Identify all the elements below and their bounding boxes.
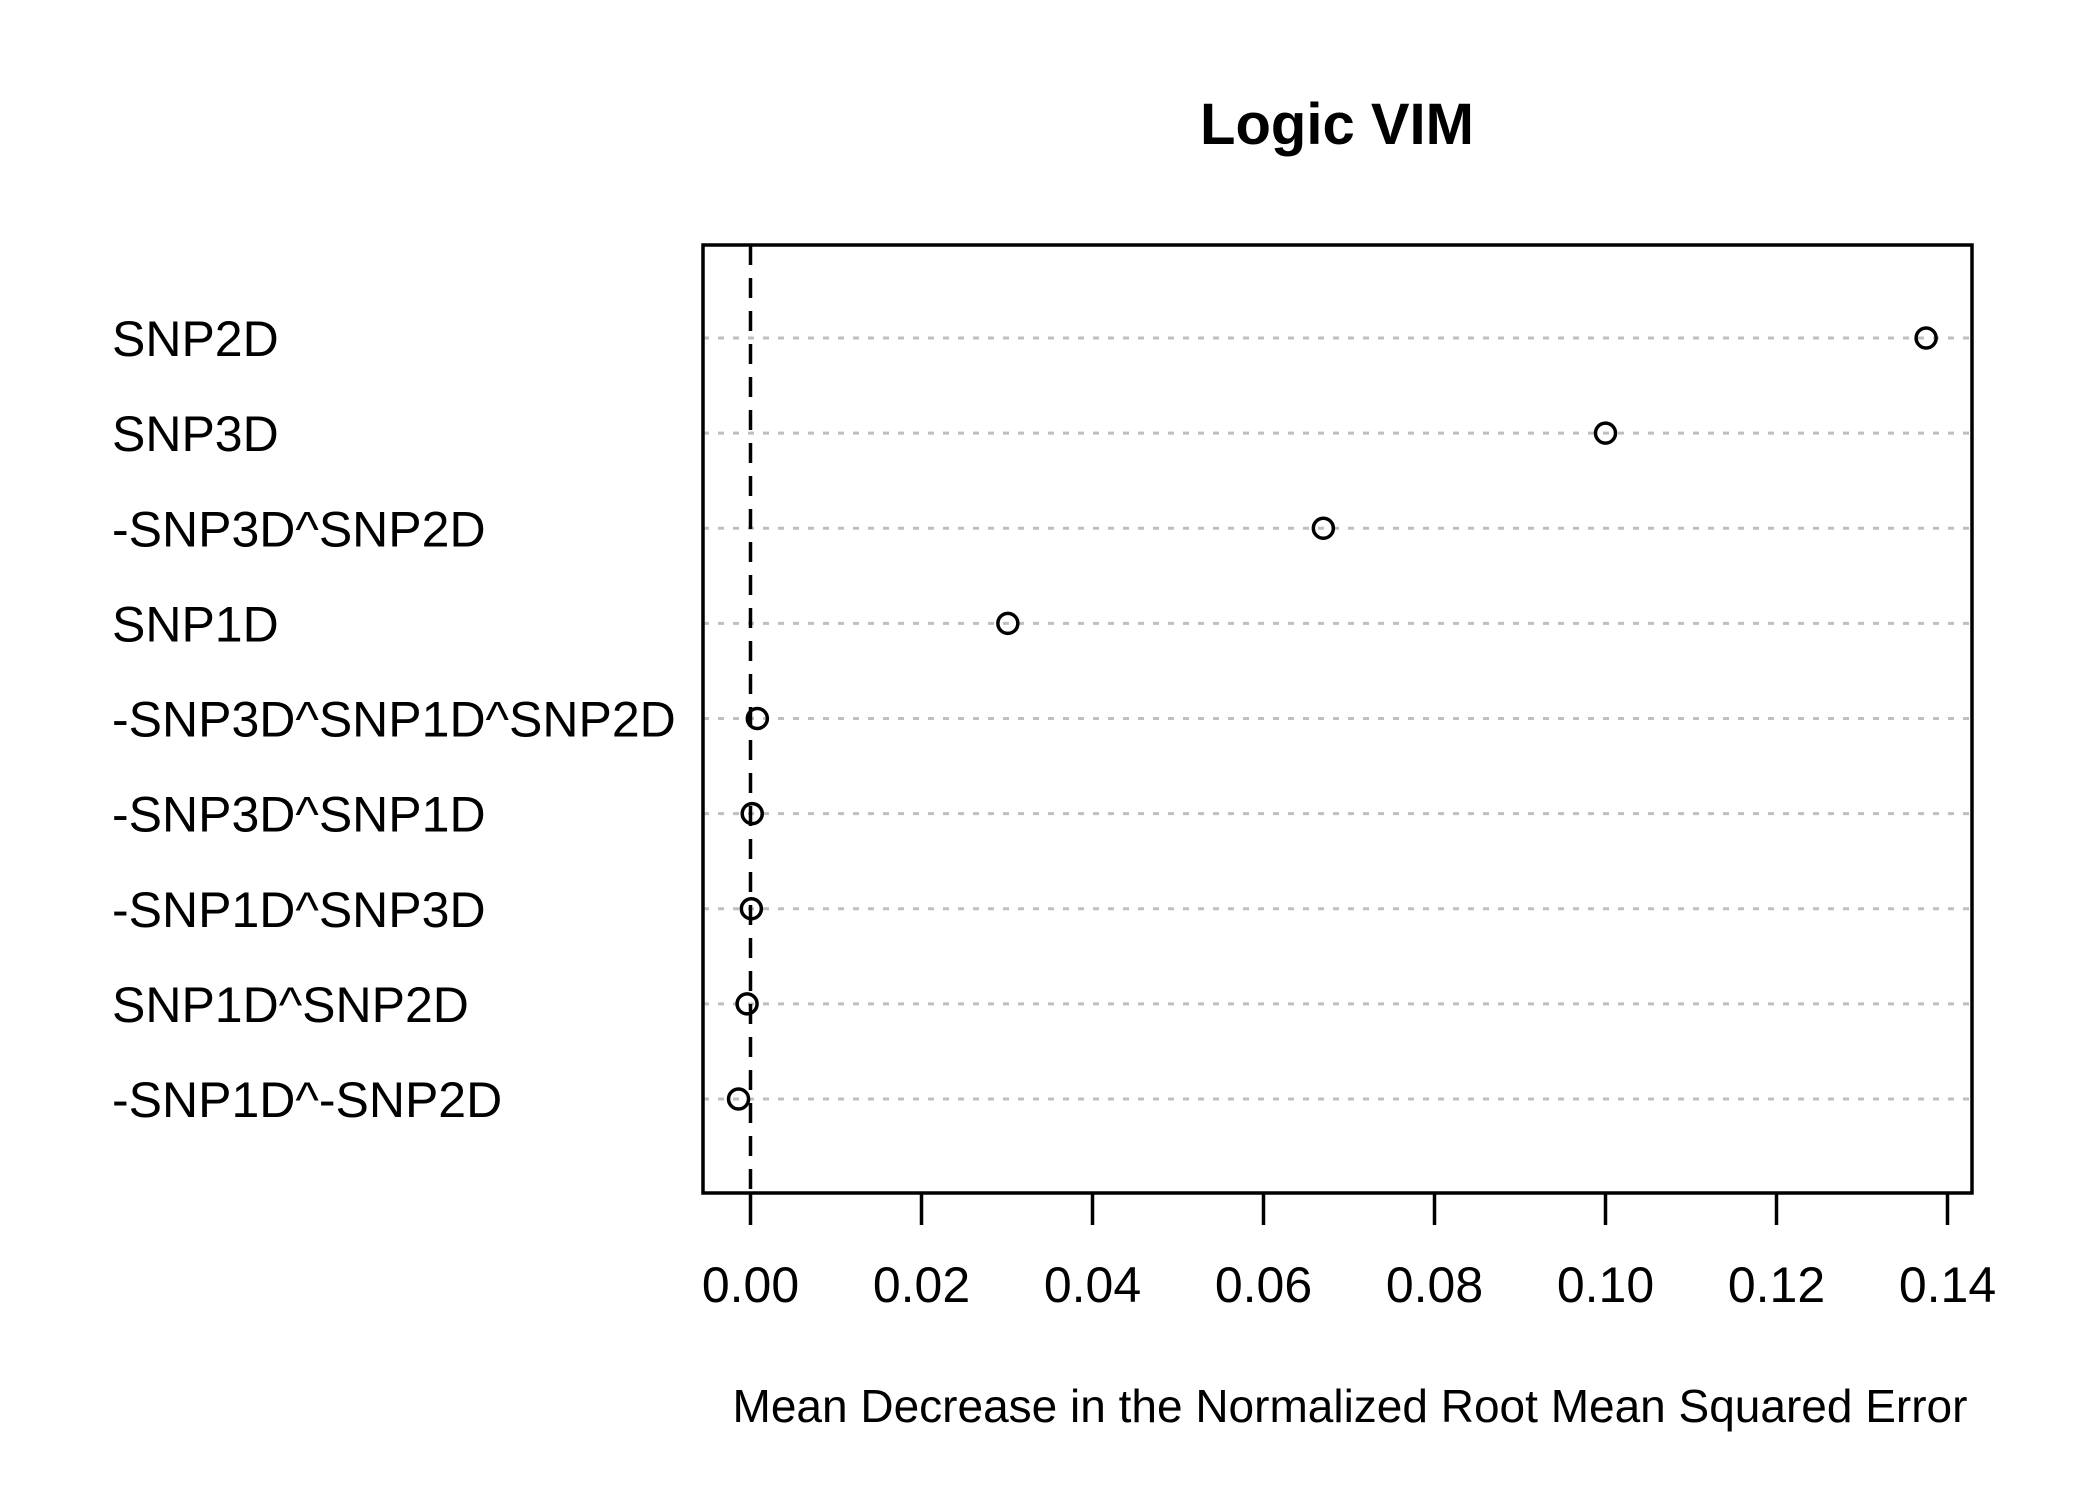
plot-frame [701, 243, 1974, 1195]
data-point [1311, 516, 1336, 540]
x-tick-label: 0.00 [702, 1257, 799, 1313]
y-category-label: SNP2D [112, 311, 279, 367]
data-point [1914, 326, 1938, 350]
data-point [726, 1087, 751, 1111]
y-category-label: -SNP3D^SNP2D [112, 501, 486, 557]
y-category-label: SNP3D [112, 406, 279, 462]
y-category-label: SNP1D^SNP2D [112, 977, 469, 1033]
x-tick-label: 0.12 [1728, 1257, 1825, 1313]
x-tick-label: 0.14 [1899, 1257, 1996, 1313]
x-tick-label: 0.02 [873, 1257, 970, 1313]
data-point [996, 611, 1020, 636]
data-point [740, 801, 764, 826]
y-category-label: -SNP3D^SNP1D^SNP2D [112, 692, 676, 748]
data-point [735, 992, 759, 1016]
chart-title: Logic VIM [1200, 92, 1474, 157]
x-axis-label: Mean Decrease in the Normalized Root Mea… [732, 1380, 1968, 1432]
y-category-label: SNP1D [112, 596, 279, 652]
x-tick-label: 0.08 [1386, 1257, 1483, 1313]
y-category-label: -SNP1D^-SNP2D [112, 1072, 502, 1128]
data-point [1593, 421, 1618, 445]
data-point [745, 706, 770, 731]
y-category-label: -SNP3D^SNP1D [112, 787, 486, 843]
x-tick-label: 0.04 [1044, 1257, 1141, 1313]
data-point [739, 897, 764, 921]
y-category-label: -SNP1D^SNP3D [112, 882, 486, 938]
x-tick-label: 0.06 [1215, 1257, 1312, 1313]
x-tick-label: 0.10 [1557, 1257, 1654, 1313]
